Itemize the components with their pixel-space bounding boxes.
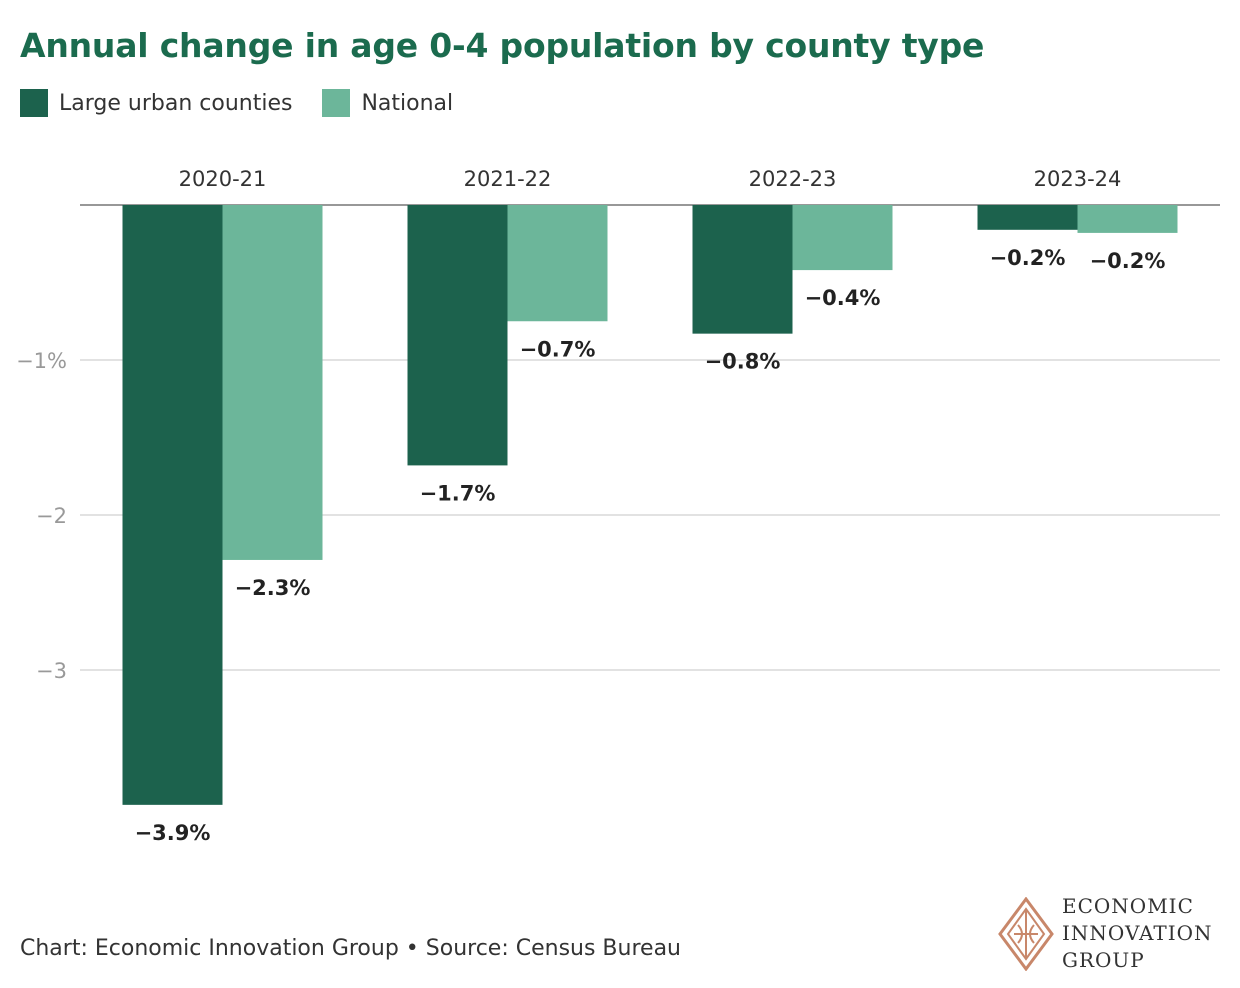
- category-label: 2023-24: [1034, 167, 1122, 191]
- bar-chart: −1% −2 −3 2020-21 −3.9% −2.3% 2021-22 −1.7% −0.7…: [16, 167, 1220, 845]
- logo-line-3: GROUP: [1062, 948, 1145, 972]
- category-label: 2020-21: [179, 167, 267, 191]
- category-label: 2022-23: [749, 167, 837, 191]
- diamond-logo-icon: [998, 896, 1054, 971]
- data-label: −0.4%: [805, 286, 881, 310]
- logo-line-2: INNOVATION: [1062, 921, 1213, 945]
- data-label: −3.9%: [135, 821, 211, 845]
- y-tick-label: −1%: [16, 349, 67, 373]
- bar-national: [507, 205, 608, 322]
- legend-swatch-national: [322, 89, 351, 117]
- bar-large-urban: [407, 205, 508, 466]
- legend-item-large-urban: Large urban counties: [20, 89, 292, 117]
- legend-label-large-urban: Large urban counties: [59, 90, 293, 116]
- y-tick-label: −2: [36, 504, 67, 528]
- bar-large-urban: [692, 205, 793, 334]
- legend-swatch-large-urban: [20, 89, 48, 117]
- legend: Large urban counties National: [20, 89, 483, 117]
- logo-text: ECONOMIC INNOVATION GROUP: [1062, 893, 1213, 974]
- logo-line-1: ECONOMIC: [1062, 894, 1194, 918]
- legend-item-national: National: [322, 89, 453, 117]
- bar-national: [792, 205, 893, 271]
- logo: ECONOMIC INNOVATION GROUP: [998, 893, 1213, 974]
- data-label: −0.2%: [990, 246, 1066, 270]
- legend-label-national: National: [361, 90, 454, 116]
- bar-large-urban: [977, 205, 1078, 230]
- data-label: −0.2%: [1090, 249, 1166, 273]
- data-label: −0.8%: [705, 350, 781, 374]
- chart-title: Annual change in age 0-4 population by c…: [20, 26, 985, 65]
- footer-credit: Chart: Economic Innovation Group • Sourc…: [20, 936, 681, 961]
- bar-national: [222, 205, 323, 560]
- bar-large-urban: [122, 205, 223, 805]
- category-label: 2021-22: [464, 167, 552, 191]
- data-label: −2.3%: [235, 576, 311, 600]
- y-tick-label: −3: [36, 659, 67, 683]
- bar-national: [1077, 205, 1178, 233]
- data-label: −1.7%: [420, 481, 496, 505]
- data-label: −0.7%: [520, 337, 596, 361]
